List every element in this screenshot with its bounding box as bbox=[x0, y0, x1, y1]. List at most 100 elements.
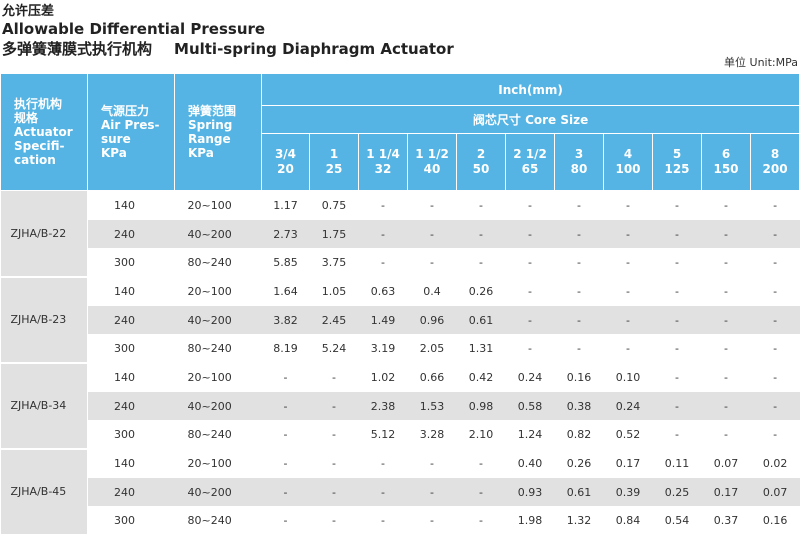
actuator-spec-cell: ZJHA/B-23 bbox=[0, 276, 88, 364]
size-inch: 3 bbox=[574, 147, 584, 161]
pressure-value-cell: - bbox=[261, 391, 310, 421]
size-inch: 3/4 bbox=[274, 147, 297, 161]
pressure-value-cell: - bbox=[652, 420, 702, 449]
core-size-header: 阀芯尺寸 Core Size bbox=[260, 105, 800, 134]
title-block: 允许压差 Allowable Differential Pressure 多弹簧… bbox=[2, 4, 454, 59]
pressure-value-cell: 0.38 bbox=[554, 391, 604, 421]
pressure-value-cell: 0.58 bbox=[505, 391, 555, 421]
core-size-header-cell: 4 100 bbox=[603, 133, 653, 191]
pressure-value-cell: - bbox=[456, 448, 506, 478]
subtitle-cn: 多弹簧薄膜式执行机构 bbox=[2, 40, 153, 58]
actuator-spec-cell: ZJHA/B-34 bbox=[0, 362, 88, 450]
size-inch: 1 1/2 bbox=[415, 147, 449, 161]
pressure-value-cell: - bbox=[456, 506, 506, 535]
air-pressure-cell: 300 bbox=[87, 506, 175, 535]
spring-range-cell: 40~200 bbox=[174, 391, 262, 421]
core-size-header-cell: 1 1/2 40 bbox=[407, 133, 457, 191]
pressure-value-cell: 1.02 bbox=[358, 362, 408, 392]
pressure-value-cell: 0.11 bbox=[652, 448, 702, 478]
spring-range-cell: 20~100 bbox=[174, 448, 262, 478]
air-pressure-cell: 140 bbox=[87, 448, 175, 478]
pressure-value-cell: - bbox=[407, 448, 457, 478]
core-size-header-cell: 8 200 bbox=[749, 133, 800, 191]
pressure-value-cell: 3.19 bbox=[358, 334, 408, 363]
pressure-value-cell: - bbox=[261, 448, 310, 478]
pressure-value-cell: - bbox=[358, 219, 408, 249]
pressure-value-cell: - bbox=[652, 190, 702, 220]
core-size-header-cell: 3 80 bbox=[554, 133, 604, 191]
spring-range-cell: 80~240 bbox=[174, 334, 262, 363]
pressure-value-cell: 0.4 bbox=[407, 276, 457, 306]
pressure-value-cell: - bbox=[750, 190, 800, 220]
air-pressure-cell: 140 bbox=[87, 276, 175, 306]
pressure-value-cell: - bbox=[456, 219, 506, 249]
pressure-value-cell: - bbox=[309, 420, 359, 449]
pressure-value-cell: - bbox=[261, 420, 310, 449]
pressure-value-cell: - bbox=[701, 190, 751, 220]
pressure-value-cell: 0.37 bbox=[701, 506, 751, 535]
pressure-value-cell: 1.05 bbox=[309, 276, 359, 306]
spring-range-column-header: 弹簧范围 Spring Range KPa bbox=[174, 73, 262, 191]
size-mm: 20 bbox=[277, 162, 294, 176]
pressure-value-cell: 0.25 bbox=[652, 477, 702, 507]
pressure-value-cell: 0.93 bbox=[505, 477, 555, 507]
pressure-value-cell: 1.49 bbox=[358, 305, 408, 335]
pressure-value-cell: 1.31 bbox=[456, 334, 506, 363]
pressure-value-cell: 0.82 bbox=[554, 420, 604, 449]
table-row: ZJHA/B-22 140 20~100 1.17 0.75- - - - - - - - - bbox=[0, 190, 800, 278]
core-size-header-cell: 5 125 bbox=[652, 133, 702, 191]
pressure-value-cell: - bbox=[750, 391, 800, 421]
pressure-value-cell: 1.53 bbox=[407, 391, 457, 421]
size-mm: 50 bbox=[472, 162, 490, 176]
pressure-value-cell: - bbox=[603, 219, 653, 249]
spring-range-cell: 40~200 bbox=[174, 219, 262, 249]
spec-header-line: 执行机构 bbox=[14, 97, 63, 111]
spec-header-line: Specifi- bbox=[14, 139, 65, 153]
pressure-value-cell: - bbox=[750, 420, 800, 449]
pressure-value-cell: - bbox=[603, 190, 653, 220]
pressure-value-cell: 3.75 bbox=[309, 248, 359, 277]
pressure-table: 执行机构 规格 Actuator Specifi-cation 气源压力 Air Pre… bbox=[0, 73, 800, 536]
spring-range-cell: 80~240 bbox=[174, 248, 262, 277]
pressure-value-cell: - bbox=[652, 391, 702, 421]
pressure-value-cell: - bbox=[652, 248, 702, 277]
pressure-value-cell: - bbox=[701, 305, 751, 335]
air-pressure-cell: 240 bbox=[87, 219, 175, 249]
range-header-line: 弹簧范围 bbox=[188, 104, 237, 118]
size-inch: 1 bbox=[329, 147, 339, 161]
air-pressure-cell: 140 bbox=[87, 362, 175, 392]
air-header-line: Air Pres- bbox=[101, 118, 160, 132]
pressure-value-cell: 1.17 bbox=[261, 190, 310, 220]
size-inch: 1 1/4 bbox=[366, 147, 400, 161]
pressure-value-cell: 1.24 bbox=[505, 420, 555, 449]
size-mm: 80 bbox=[570, 162, 588, 176]
pressure-value-cell: - bbox=[750, 334, 800, 363]
pressure-value-cell: - bbox=[261, 362, 310, 392]
pressure-value-cell: 8.19 bbox=[261, 334, 310, 363]
core-size-header-cell: 1 25 bbox=[309, 133, 359, 191]
air-pressure-cell: 300 bbox=[87, 420, 175, 449]
range-header-line: Range bbox=[188, 132, 231, 146]
pressure-value-cell: - bbox=[358, 248, 408, 277]
size-inch: 4 bbox=[623, 147, 633, 161]
pressure-value-cell: - bbox=[603, 334, 653, 363]
subtitle-en: Multi-spring Diaphragm Actuator bbox=[174, 40, 454, 58]
size-mm: 32 bbox=[374, 162, 392, 176]
title-cn: 允许压差 bbox=[2, 4, 55, 19]
table-row: ZJHA/B-45 140 20~100- - - - -0.40 0.26 0.17 0.11 0… bbox=[0, 448, 800, 536]
pressure-value-cell: - bbox=[407, 248, 457, 277]
table-row: 240 40~200 2.73 1.75- - - - - - - - - bbox=[1, 219, 800, 249]
size-inch: 8 bbox=[770, 147, 780, 161]
pressure-value-cell: 0.75 bbox=[309, 190, 359, 220]
air-header-line: KPa bbox=[101, 146, 127, 160]
air-pressure-cell: 300 bbox=[87, 248, 175, 277]
core-size-header-cell: 2 50 bbox=[456, 133, 506, 191]
pressure-value-cell: 0.52 bbox=[603, 420, 653, 449]
pressure-value-cell: - bbox=[261, 506, 310, 535]
pressure-value-cell: - bbox=[554, 276, 604, 306]
pressure-value-cell: - bbox=[456, 477, 506, 507]
table-row: 240 40~200- -2.38 1.53 0.98 0.58 0.38 0.24- - - bbox=[1, 391, 800, 421]
pressure-value-cell: 0.16 bbox=[750, 506, 800, 535]
pressure-value-cell: - bbox=[505, 334, 555, 363]
pressure-value-cell: 5.24 bbox=[309, 334, 359, 363]
